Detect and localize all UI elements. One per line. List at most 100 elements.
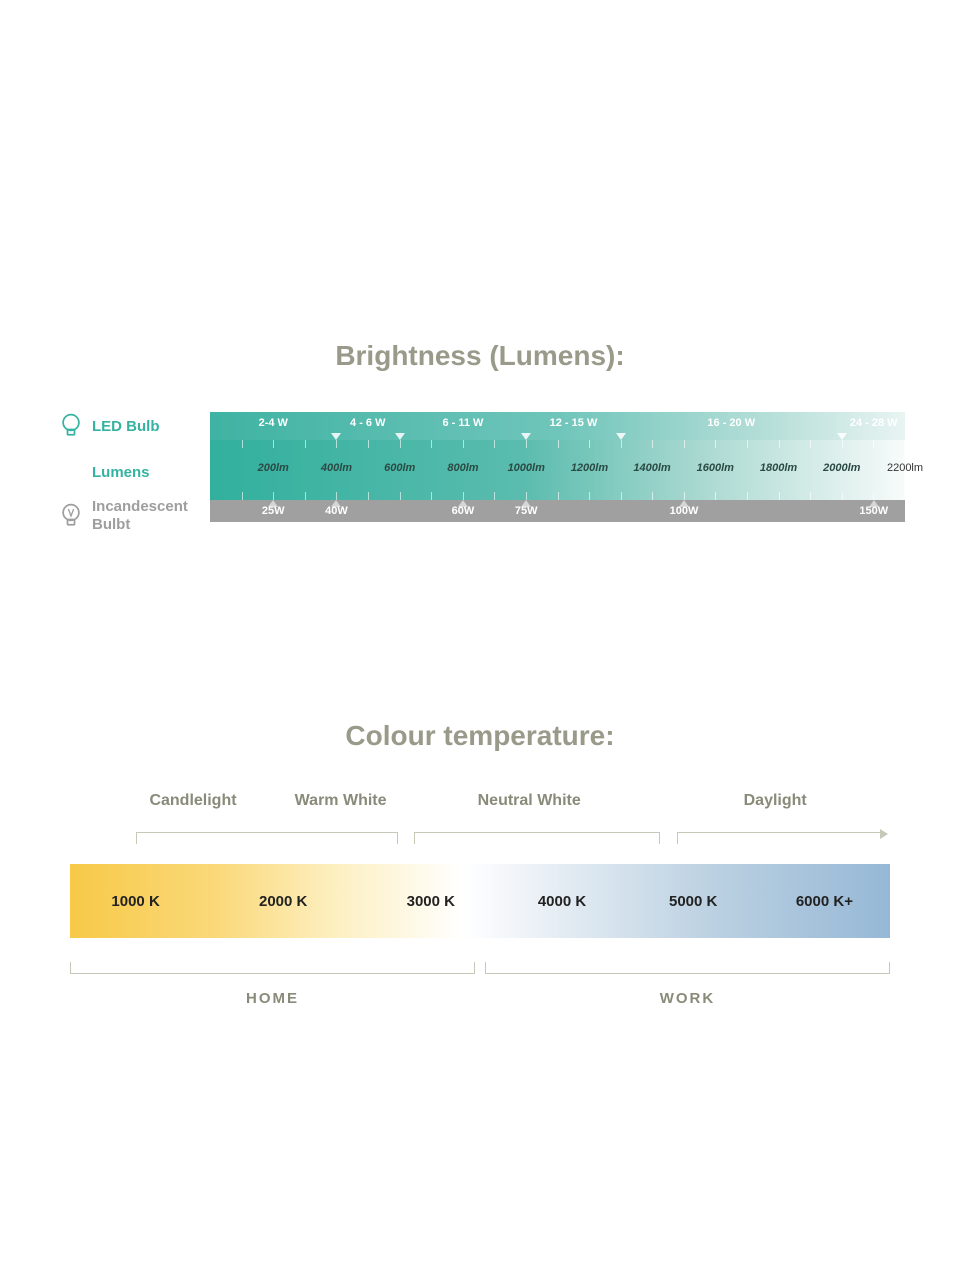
lumen-tick [715, 440, 716, 448]
lumen-tick [842, 492, 843, 500]
incandescent-wattage-label: 75W [515, 505, 538, 517]
lumen-tick [621, 440, 622, 448]
lumen-tick [810, 492, 811, 500]
led-wattage-label: 6 - 11 W [442, 417, 483, 429]
lumen-tick [558, 492, 559, 500]
lumen-value-label: 600lm [384, 462, 415, 474]
lumen-value-label: 2200lm [887, 462, 923, 474]
colour-top-brackets [70, 832, 890, 846]
colour-type-label: Warm White [295, 792, 387, 810]
colour-bracket [136, 832, 398, 844]
lumen-tick [779, 440, 780, 448]
lumen-tick [368, 492, 369, 500]
lumen-value-label: 800lm [447, 462, 478, 474]
lumen-value-label: 1800lm [760, 462, 797, 474]
lumen-value-label: 1200lm [571, 462, 608, 474]
lumen-tick [494, 440, 495, 448]
led-wattage-label: 12 - 15 W [550, 417, 598, 429]
lumen-tick [336, 440, 337, 448]
lumen-value-label: 2000lm [823, 462, 860, 474]
incandescent-wattage-label: 25W [262, 505, 285, 517]
lumen-value-label: 200lm [258, 462, 289, 474]
led-divider-icon [395, 433, 405, 440]
lumen-tick [305, 440, 306, 448]
lumen-tick [305, 492, 306, 500]
arrow-right-icon [880, 829, 888, 839]
brightness-scale: 2-4 W 4 - 6 W 6 - 11 W 12 - 15 W 16 - 20 W 24… [210, 412, 905, 528]
led-wattage-label: 24 - 28 W [850, 417, 898, 429]
brightness-left-labels: LED Bulb Lumens Incandescent Bulbt [0, 412, 210, 528]
led-divider-icon [331, 433, 341, 440]
colour-type-labels: CandlelightWarm WhiteNeutral WhiteDaylig… [70, 792, 890, 832]
lumen-tick [242, 440, 243, 448]
colour-bracket [677, 832, 882, 844]
lumen-tick [747, 492, 748, 500]
incandescent-wattage-label: 150W [859, 505, 888, 517]
lumen-tick [873, 492, 874, 500]
lumen-tick [431, 440, 432, 448]
kelvin-label: 2000 K [259, 893, 307, 910]
incandescent-wattage-label: 60W [452, 505, 475, 517]
led-divider-icon [837, 433, 847, 440]
brightness-chart: LED Bulb Lumens Incandescent Bulbt 2-4 W… [0, 412, 960, 528]
lumen-tick [905, 440, 906, 448]
lumen-value-label: 1000lm [508, 462, 545, 474]
led-divider-icon [521, 433, 531, 440]
lumen-tick [463, 492, 464, 500]
led-bulb-label-row: LED Bulb [60, 412, 210, 440]
kelvin-label: 3000 K [407, 893, 455, 910]
colour-type-label: Daylight [744, 792, 807, 810]
colour-context-label: HOME [246, 990, 299, 1007]
bulb-icon [60, 412, 82, 440]
colour-bottom-brackets [70, 962, 890, 976]
lumen-tick [526, 492, 527, 500]
incandescent-wattage-bar: 25W 40W 60W 75W 100W 150W [210, 500, 905, 522]
colour-bottom-bracket [485, 962, 890, 974]
lumen-tick [368, 440, 369, 448]
lumen-tick [747, 440, 748, 448]
colour-temperature-bar: 1000 K2000 K3000 K4000 K5000 K6000 K+ [70, 864, 890, 938]
lumen-tick [431, 492, 432, 500]
lumen-tick [842, 440, 843, 448]
lumen-tick [715, 492, 716, 500]
led-bulb-label: LED Bulb [92, 418, 160, 435]
lumen-tick [684, 440, 685, 448]
colour-title: Colour temperature: [0, 720, 960, 752]
lumens-bar: 200lm400lm600lm800lm1000lm1200lm1400lm16… [210, 440, 905, 500]
led-divider-icon [616, 433, 626, 440]
lumen-tick [810, 440, 811, 448]
lumen-tick [273, 492, 274, 500]
led-wattage-label: 2-4 W [259, 417, 288, 429]
brightness-section: Brightness (Lumens): LED Bulb Lumens Inc… [0, 340, 960, 528]
incandescent-label: Incandescent Bulbt [92, 498, 210, 534]
lumen-tick [779, 492, 780, 500]
incandescent-wattage-label: 40W [325, 505, 348, 517]
lumen-tick [463, 440, 464, 448]
lumens-label: Lumens [60, 444, 210, 500]
lumen-tick [273, 440, 274, 448]
lumen-tick [589, 440, 590, 448]
lumen-value-label: 1600lm [697, 462, 734, 474]
lumen-value-label: 400lm [321, 462, 352, 474]
colour-context-label: WORK [660, 990, 716, 1007]
kelvin-label: 6000 K+ [796, 893, 853, 910]
lumen-tick [400, 492, 401, 500]
colour-temperature-section: Colour temperature: CandlelightWarm Whit… [0, 720, 960, 1020]
incandescent-icon [60, 502, 82, 530]
led-wattage-bar: 2-4 W 4 - 6 W 6 - 11 W 12 - 15 W 16 - 20 W 24… [210, 412, 905, 440]
incandescent-wattage-label: 100W [670, 505, 699, 517]
lumen-tick [873, 440, 874, 448]
lumen-tick [336, 492, 337, 500]
lumen-tick [494, 492, 495, 500]
kelvin-label: 4000 K [538, 893, 586, 910]
lumen-tick [621, 492, 622, 500]
lumen-tick [652, 440, 653, 448]
led-wattage-label: 16 - 20 W [707, 417, 755, 429]
kelvin-label: 1000 K [111, 893, 159, 910]
led-wattage-label: 4 - 6 W [350, 417, 385, 429]
lumen-tick [684, 492, 685, 500]
colour-bottom-labels: HOME WORK [70, 990, 890, 1020]
lumen-tick [558, 440, 559, 448]
lumen-tick [242, 492, 243, 500]
incandescent-label-row: Incandescent Bulbt [60, 504, 210, 528]
